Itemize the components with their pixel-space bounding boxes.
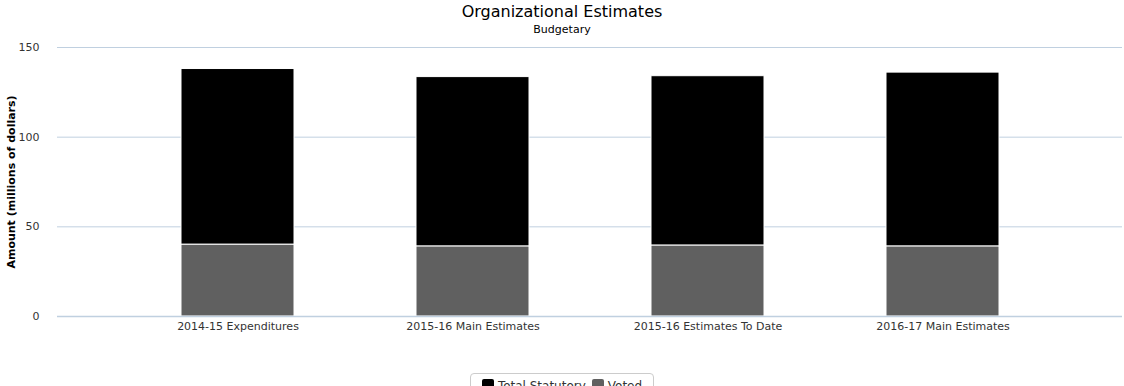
svg-text:2014-15 Expenditures: 2014-15 Expenditures bbox=[177, 320, 299, 333]
svg-text:Amount (millions of dollars): Amount (millions of dollars) bbox=[5, 95, 18, 268]
svg-text:100: 100 bbox=[19, 131, 40, 144]
svg-text:0: 0 bbox=[33, 310, 40, 323]
svg-text:50: 50 bbox=[26, 220, 40, 233]
svg-text:2015-16 Estimates To Date: 2015-16 Estimates To Date bbox=[634, 320, 783, 333]
svg-text:2015-16 Main Estimates: 2015-16 Main Estimates bbox=[406, 320, 540, 333]
svg-text:150: 150 bbox=[19, 41, 40, 54]
html-text:Organizational Estimates: Organizational Estimates bbox=[461, 2, 663, 21]
html-text:Budgetary: Budgetary bbox=[533, 23, 591, 36]
svg-text:2016-17 Main Estimates: 2016-17 Main Estimates bbox=[876, 320, 1010, 333]
